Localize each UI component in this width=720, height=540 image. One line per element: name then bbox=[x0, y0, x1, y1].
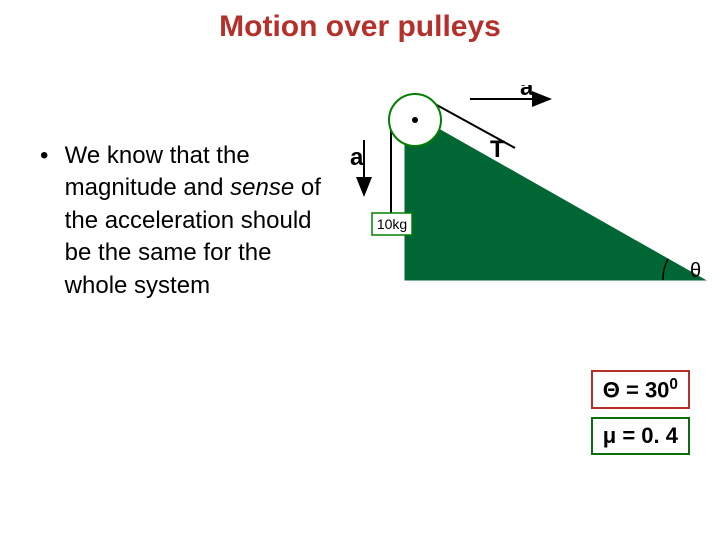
body-text-block: • We know that the magnitude and sense o… bbox=[40, 140, 340, 302]
physics-diagram: θ 10kg 1000kg a a T bbox=[350, 85, 710, 345]
theta-box: Θ = 300 bbox=[591, 370, 690, 409]
label-T: T bbox=[490, 136, 505, 163]
mu-box: μ = 0. 4 bbox=[591, 417, 690, 455]
pulley-center bbox=[412, 117, 418, 123]
title-text: Motion over pulleys bbox=[219, 10, 501, 43]
angle-label: θ bbox=[690, 260, 701, 282]
incline-triangle bbox=[405, 110, 705, 280]
theta-label: Θ = 30 bbox=[603, 377, 670, 402]
label-a-left: a bbox=[350, 144, 364, 171]
mu-label: μ = 0. 4 bbox=[603, 423, 678, 448]
bullet-dot: • bbox=[40, 140, 58, 172]
body-before: We know that the magnitude and bbox=[65, 142, 250, 201]
theta-sup: 0 bbox=[669, 376, 678, 393]
slide-title: Motion over pulleys bbox=[0, 10, 720, 44]
body-italic: sense bbox=[230, 174, 294, 201]
body-text: We know that the magnitude and sense of … bbox=[65, 140, 335, 302]
label-a-top: a bbox=[520, 85, 534, 101]
diagram-svg: θ 10kg 1000kg a a T bbox=[350, 85, 710, 345]
parameters-block: Θ = 300 μ = 0. 4 bbox=[591, 370, 690, 463]
hanging-mass-label: 10kg bbox=[377, 216, 407, 232]
